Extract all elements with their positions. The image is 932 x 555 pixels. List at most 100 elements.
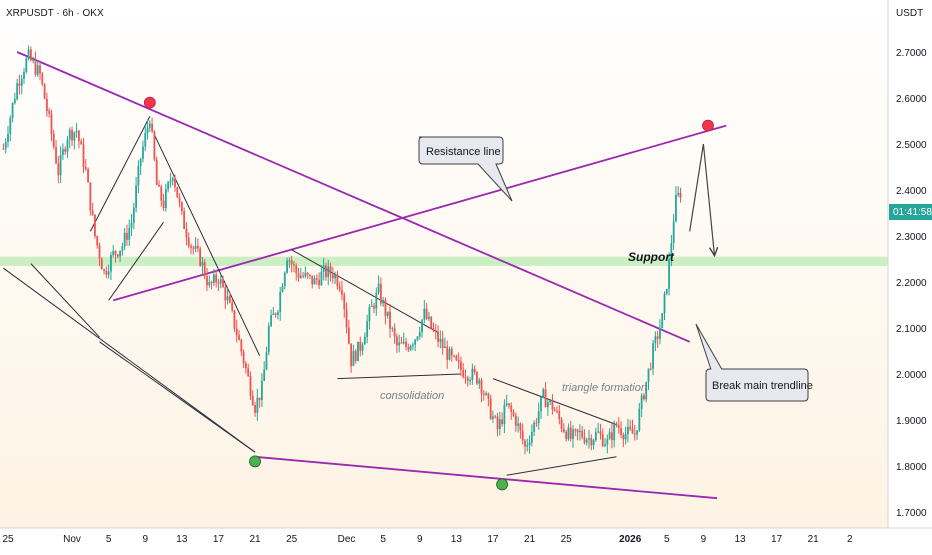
candle-body bbox=[144, 133, 147, 147]
candle-body bbox=[311, 275, 314, 285]
candle-body bbox=[84, 166, 87, 170]
time-tick-label: 2026 bbox=[619, 534, 642, 545]
candle-body bbox=[187, 237, 190, 246]
candle-body bbox=[375, 292, 378, 309]
candle-body bbox=[517, 423, 520, 426]
time-tick-label: 21 bbox=[808, 534, 820, 545]
candle-body bbox=[194, 245, 197, 249]
swing-line bbox=[108, 221, 164, 301]
candle-body bbox=[226, 296, 229, 301]
symbol-header: XRPUSDT · 6h · OKX bbox=[6, 8, 104, 19]
candle-body bbox=[453, 355, 455, 357]
candle-body bbox=[169, 180, 172, 183]
candle-body bbox=[521, 430, 524, 441]
resistance-line-callout-text: Resistance line bbox=[426, 146, 501, 158]
candle-body bbox=[645, 381, 648, 400]
candle-body bbox=[180, 202, 183, 212]
candle-body bbox=[659, 328, 661, 339]
consolidation-label: consolidation bbox=[380, 390, 444, 402]
candle-body bbox=[672, 221, 675, 244]
price-tick-label: 2.3000 bbox=[896, 232, 927, 243]
candle-body bbox=[114, 250, 117, 255]
candle-body bbox=[178, 197, 181, 203]
swing-low-marker bbox=[249, 455, 261, 468]
candle-body bbox=[373, 305, 375, 309]
candle-body bbox=[675, 195, 677, 222]
candle-body bbox=[533, 422, 536, 432]
price-tick-label: 2.0000 bbox=[896, 370, 927, 381]
candle-body bbox=[334, 274, 337, 279]
projection-arrow bbox=[689, 143, 715, 254]
swing-line bbox=[30, 263, 100, 338]
candle-body bbox=[347, 327, 350, 344]
candle-body bbox=[350, 343, 353, 367]
candle-body bbox=[384, 300, 387, 316]
candle-body bbox=[409, 345, 412, 350]
candle-body bbox=[636, 430, 638, 435]
candle-body bbox=[164, 189, 167, 209]
candle-body bbox=[57, 163, 60, 176]
time-tick-label: 5 bbox=[106, 534, 112, 545]
candle-body bbox=[512, 411, 515, 416]
candle-body bbox=[425, 308, 428, 319]
candle-body bbox=[464, 377, 467, 379]
candle-body bbox=[322, 265, 325, 272]
candle-body bbox=[519, 423, 522, 431]
candle-body bbox=[617, 425, 620, 429]
candle-body bbox=[306, 272, 309, 275]
candle-body bbox=[112, 250, 115, 256]
candle-body bbox=[530, 431, 533, 443]
candle-body bbox=[565, 431, 568, 440]
candle-body bbox=[446, 346, 449, 360]
time-tick-label: 25 bbox=[286, 534, 298, 545]
candle-body bbox=[71, 129, 73, 141]
candle-body bbox=[665, 289, 668, 294]
candle-body bbox=[105, 270, 108, 275]
candle-body bbox=[551, 399, 554, 410]
candle-body bbox=[36, 65, 39, 75]
price-tick-label: 2.5000 bbox=[896, 140, 927, 151]
candle-body bbox=[295, 265, 298, 274]
time-tick-label: 9 bbox=[701, 534, 707, 545]
time-tick-label: 21 bbox=[249, 534, 261, 545]
candle-body bbox=[235, 328, 238, 336]
candle-body bbox=[622, 435, 625, 440]
candle-body bbox=[185, 228, 188, 238]
candle-body bbox=[480, 380, 483, 394]
time-tick-label: 25 bbox=[561, 534, 573, 545]
time-tick-label: 25 bbox=[2, 534, 14, 545]
candle-body bbox=[80, 141, 83, 145]
support-zone bbox=[0, 256, 888, 266]
price-tick-label: 2.2000 bbox=[896, 278, 927, 289]
candle-body bbox=[325, 265, 327, 278]
candle-body bbox=[611, 432, 613, 441]
candle-body bbox=[331, 274, 334, 279]
candle-body bbox=[192, 247, 195, 249]
candle-body bbox=[224, 287, 227, 301]
candle-body bbox=[370, 305, 373, 307]
candle-body bbox=[190, 245, 192, 248]
candle-body bbox=[389, 311, 391, 329]
candle-body bbox=[393, 328, 396, 337]
last-price-badge-text: 01:41:58 bbox=[893, 207, 932, 218]
candle-body bbox=[94, 214, 96, 237]
candle-body bbox=[174, 178, 176, 188]
candle-body bbox=[25, 58, 28, 72]
candle-body bbox=[336, 274, 339, 287]
candle-body bbox=[75, 130, 78, 133]
candle-body bbox=[487, 393, 490, 399]
candle-body bbox=[64, 149, 67, 152]
candle-body bbox=[258, 397, 261, 401]
candle-body bbox=[119, 250, 121, 257]
candle-body bbox=[55, 147, 57, 164]
candle-body bbox=[338, 286, 341, 290]
candle-body bbox=[395, 336, 398, 346]
candle-body bbox=[462, 369, 465, 378]
candle-body bbox=[418, 332, 421, 337]
candle-body bbox=[315, 278, 318, 280]
candle-body bbox=[215, 274, 218, 283]
candle-body bbox=[27, 49, 30, 59]
candle-body bbox=[402, 341, 405, 344]
candle-body bbox=[391, 328, 394, 330]
